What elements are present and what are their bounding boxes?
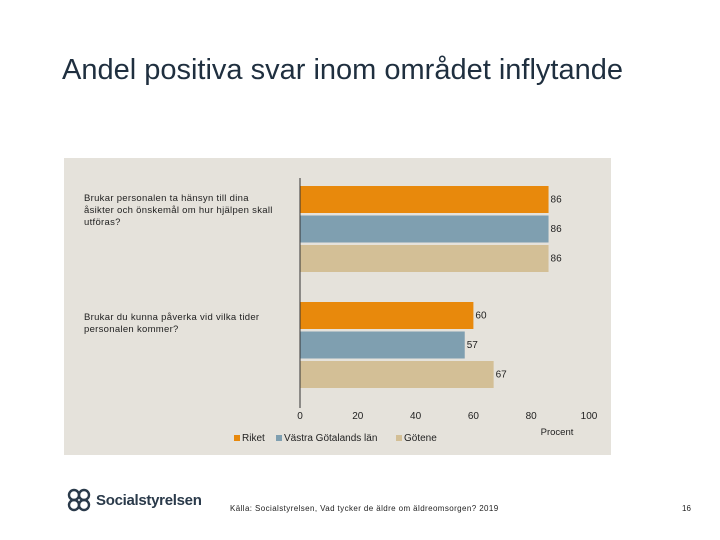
legend-swatch-2 [276, 435, 282, 441]
legend-label-3: Götene [404, 433, 437, 444]
legend-swatch-3 [396, 435, 402, 441]
x-tick-label-60: 60 [468, 411, 480, 422]
bar-1-series-1 [300, 186, 549, 213]
slide-title: Andel positiva svar inom området inflyta… [62, 54, 623, 86]
data-label-2-series-2: 57 [467, 340, 479, 351]
legend-label-2: Västra Götalands län [284, 433, 377, 444]
x-tick-label-100: 100 [581, 411, 598, 422]
x-tick-label-80: 80 [526, 411, 538, 422]
bar-1-series-2 [300, 215, 549, 243]
logo-icon [67, 488, 91, 512]
bar-1-series-3 [300, 245, 549, 272]
data-label-1-series-1: 86 [551, 195, 563, 206]
x-tick-label-40: 40 [410, 411, 422, 422]
data-label-2-series-3: 67 [496, 370, 508, 381]
bar-chart: 86 86 86 60 57 67 0 20 40 60 80 100 Procent Riket Väst… [234, 178, 598, 444]
x-axis-title: Procent [541, 427, 574, 438]
legend-label-1: Riket [242, 433, 265, 444]
page-number: 16 [682, 504, 691, 513]
bar-2-series-1 [300, 302, 474, 329]
data-label-1-series-2: 86 [551, 224, 563, 235]
x-tick-label-0: 0 [297, 411, 303, 422]
bar-2-series-3 [300, 361, 494, 388]
category-label-2: Brukar du kunna påverka vid vilka tider … [84, 312, 260, 335]
data-label-1-series-3: 86 [551, 254, 563, 265]
legend-swatch-1 [234, 435, 240, 441]
chart-panel: Brukar personalen ta hänsyn till dina ås… [64, 158, 611, 455]
data-label-2-series-1: 60 [475, 311, 487, 322]
bar-2-series-2 [300, 331, 465, 359]
category-label-1: Brukar personalen ta hänsyn till dina ås… [84, 193, 273, 228]
socialstyrelsen-logo: Socialstyrelsen [66, 486, 202, 514]
x-tick-label-20: 20 [352, 411, 364, 422]
source-note: Källa: Socialstyrelsen, Vad tycker de äl… [230, 504, 499, 513]
logo-text: Socialstyrelsen [96, 491, 202, 509]
